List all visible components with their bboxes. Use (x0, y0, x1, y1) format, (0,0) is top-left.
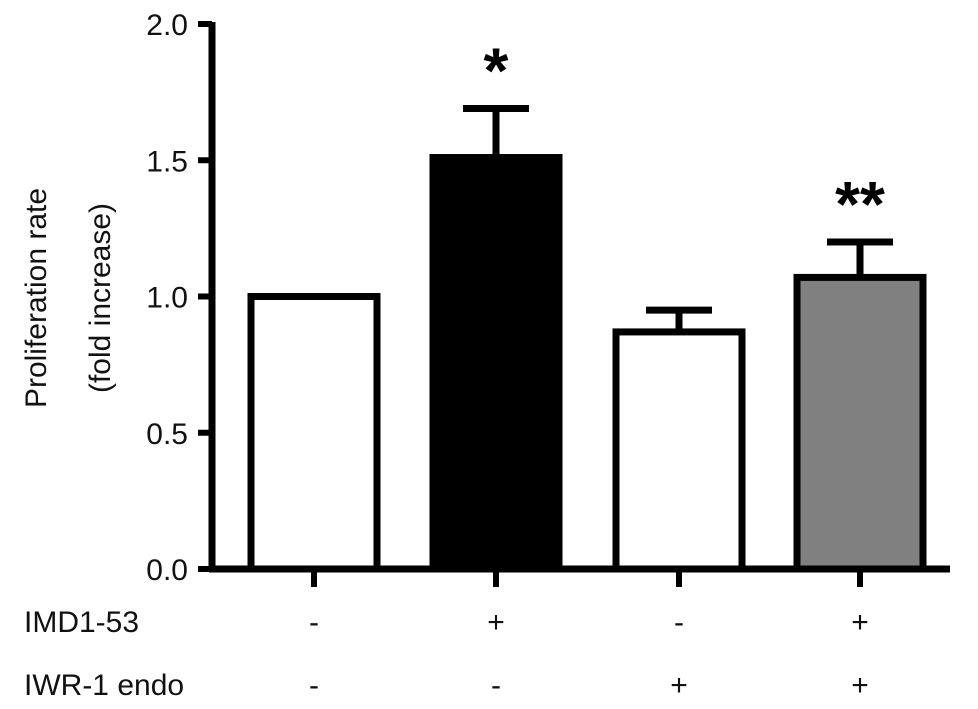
condition-label: IMD1-53 (24, 606, 139, 639)
y-axis-ticks: 0.0 0.5 1.0 1.5 2.0 (146, 9, 212, 587)
y-tick-label: 1.0 (146, 282, 188, 315)
condition-value: + (851, 606, 869, 639)
y-axis-title-line-1: Proliferation rate (20, 188, 53, 408)
condition-value: - (309, 606, 319, 639)
condition-value: - (309, 669, 319, 702)
bar (247, 293, 381, 573)
condition-value: + (851, 669, 869, 702)
y-tick-label: 2.0 (146, 9, 188, 42)
condition-table: IMD1-53 - + - + IWR-1 endo - - + + (24, 606, 869, 702)
condition-value: + (670, 669, 688, 702)
condition-value: + (487, 606, 505, 639)
y-tick-label: 0.5 (146, 418, 188, 451)
y-axis-title-line-2: (fold increase) (84, 203, 117, 393)
condition-label: IWR-1 endo (24, 669, 184, 702)
y-tick-label: 1.5 (146, 145, 188, 178)
y-axis-title: Proliferation rate (fold increase) (20, 188, 117, 408)
significance-mark: * (484, 34, 509, 106)
bars: *** (247, 34, 927, 587)
condition-value: - (491, 669, 501, 702)
y-tick-label: 0.0 (146, 554, 188, 587)
significance-mark: ** (835, 168, 885, 240)
bar (612, 328, 746, 573)
bar (793, 273, 927, 573)
condition-value: - (674, 606, 684, 639)
bar (429, 154, 563, 573)
